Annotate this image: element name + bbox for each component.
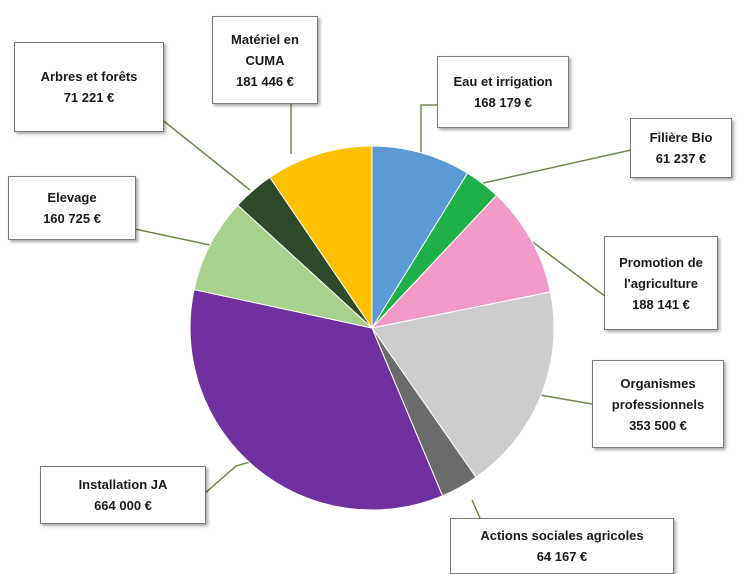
label-promo-line1: Promotion de <box>619 254 703 270</box>
pie-slices <box>189 145 555 511</box>
label-promo-value: 188 141 € <box>632 296 690 312</box>
label-promo-line2: l'agriculture <box>624 275 698 291</box>
label-arbres-et-forets: Arbres et forêts 71 221 € <box>14 42 164 132</box>
label-cuma-line2: CUMA <box>245 52 285 68</box>
label-org-line2: professionnels <box>611 396 705 412</box>
label-cuma-value: 181 446 € <box>236 73 294 89</box>
label-eau-title: Eau et irrigation <box>453 74 553 89</box>
label-actions-value: 64 167 € <box>536 549 588 564</box>
leader-line-6 <box>129 227 211 246</box>
label-promotion-agriculture: Promotion de l'agriculture 188 141 € <box>604 236 718 330</box>
label-materiel-en-cuma: Matériel en CUMA 181 446 € <box>212 16 318 104</box>
label-bio-title: Filière Bio <box>649 130 713 145</box>
label-ja-title: Installation JA <box>78 477 168 492</box>
leader-line-0 <box>420 104 437 154</box>
leader-line-4 <box>471 499 481 519</box>
pie-slice-5 <box>189 288 444 511</box>
label-elevage: Elevage 160 725 € <box>8 176 136 240</box>
leader-line-3 <box>539 394 593 405</box>
label-arbres-title: Arbres et forêts <box>40 69 138 84</box>
label-organismes-professionnels: Organismes professionnels 353 500 € <box>592 360 724 448</box>
pie-slice-0 <box>371 145 469 330</box>
label-arbres-value: 71 221 € <box>63 90 115 105</box>
label-eau-value: 168 179 € <box>474 95 532 110</box>
label-actions-sociales-agricoles: Actions sociales agricoles 64 167 € <box>450 518 674 574</box>
label-eau-et-irrigation: Eau et irrigation 168 179 € <box>437 56 569 128</box>
pie-slice-3 <box>371 291 555 479</box>
label-installation-ja: Installation JA 664 000 € <box>40 466 206 524</box>
leader-line-1 <box>469 149 632 187</box>
leader-line-2 <box>529 239 611 301</box>
label-cuma-line1: Matériel en <box>231 31 299 47</box>
label-org-value: 353 500 € <box>629 417 687 433</box>
label-elevage-title: Elevage <box>47 190 97 205</box>
leader-line-7 <box>159 117 251 191</box>
pie-slice-6 <box>193 204 374 329</box>
label-actions-title: Actions sociales agricoles <box>480 528 644 543</box>
label-bio-value: 61 237 € <box>655 151 707 166</box>
label-elevage-value: 160 725 € <box>43 211 101 226</box>
label-ja-value: 664 000 € <box>94 498 152 513</box>
pie-slice-8 <box>269 145 373 330</box>
label-org-line1: Organismes <box>620 375 696 391</box>
pie-slice-2 <box>370 194 551 329</box>
label-filiere-bio: Filière Bio 61 237 € <box>630 118 732 178</box>
